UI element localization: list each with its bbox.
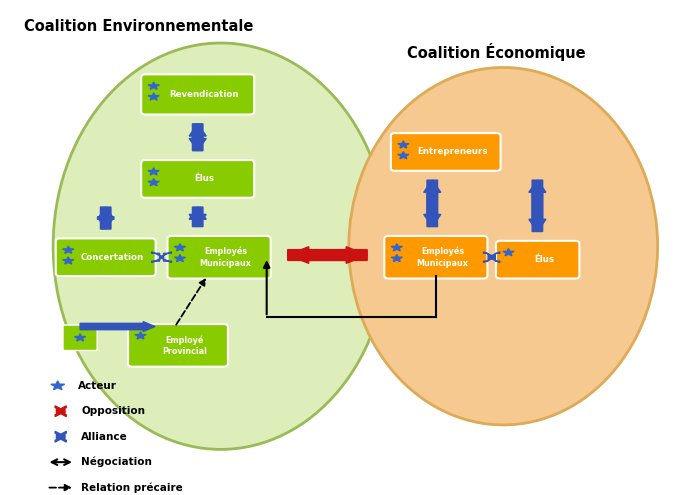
FancyArrow shape [97, 207, 115, 229]
Polygon shape [398, 151, 409, 159]
Polygon shape [175, 244, 186, 251]
FancyBboxPatch shape [391, 133, 501, 171]
FancyArrow shape [57, 406, 66, 417]
Text: Concertation: Concertation [80, 253, 144, 262]
Text: Entrepreneurs: Entrepreneurs [417, 148, 488, 156]
FancyArrow shape [160, 252, 171, 263]
Text: Employés
Municipaux: Employés Municipaux [200, 247, 252, 267]
FancyArrow shape [57, 431, 66, 442]
FancyArrow shape [189, 207, 206, 227]
Text: Acteur: Acteur [78, 381, 117, 391]
Polygon shape [391, 254, 402, 262]
FancyArrow shape [529, 180, 546, 232]
FancyBboxPatch shape [168, 236, 271, 279]
Text: Coalition Économique: Coalition Économique [407, 43, 586, 61]
FancyArrow shape [80, 322, 155, 332]
FancyBboxPatch shape [141, 160, 254, 198]
Polygon shape [175, 254, 186, 262]
Polygon shape [135, 332, 146, 339]
FancyArrow shape [55, 431, 65, 442]
FancyBboxPatch shape [128, 324, 228, 367]
Polygon shape [148, 82, 160, 89]
Polygon shape [148, 93, 160, 100]
Text: Revendication: Revendication [170, 90, 239, 99]
FancyArrow shape [189, 124, 206, 151]
FancyArrow shape [151, 252, 164, 263]
FancyArrow shape [424, 180, 441, 227]
FancyBboxPatch shape [63, 325, 97, 350]
Polygon shape [148, 179, 160, 186]
Text: Négociation: Négociation [81, 457, 152, 467]
Text: Employés
Municipaux: Employés Municipaux [417, 247, 469, 267]
Polygon shape [63, 257, 74, 264]
FancyArrow shape [529, 180, 546, 232]
Polygon shape [398, 141, 409, 148]
FancyArrow shape [488, 252, 500, 263]
FancyBboxPatch shape [141, 74, 254, 114]
Polygon shape [74, 334, 86, 341]
FancyArrow shape [424, 180, 441, 227]
FancyBboxPatch shape [56, 239, 155, 276]
Text: Alliance: Alliance [81, 432, 128, 442]
Polygon shape [391, 244, 402, 251]
FancyArrow shape [97, 207, 115, 229]
Text: Coalition Environnementale: Coalition Environnementale [24, 18, 253, 34]
FancyArrow shape [189, 207, 206, 227]
FancyArrow shape [189, 124, 206, 151]
Ellipse shape [53, 43, 388, 449]
Text: Élus: Élus [194, 174, 214, 183]
Text: Élus: Élus [534, 255, 554, 264]
FancyArrow shape [484, 252, 495, 263]
Ellipse shape [349, 67, 657, 425]
FancyArrow shape [55, 406, 65, 417]
Polygon shape [63, 246, 74, 253]
FancyArrow shape [288, 247, 367, 263]
Text: Employé
Provincial: Employé Provincial [162, 335, 207, 356]
FancyBboxPatch shape [384, 236, 488, 279]
Text: Relation précaire: Relation précaire [81, 482, 183, 493]
Polygon shape [148, 168, 160, 175]
Polygon shape [51, 381, 65, 390]
Polygon shape [503, 248, 514, 256]
FancyBboxPatch shape [496, 241, 580, 279]
FancyArrow shape [288, 247, 367, 263]
Text: Opposition: Opposition [81, 406, 145, 416]
